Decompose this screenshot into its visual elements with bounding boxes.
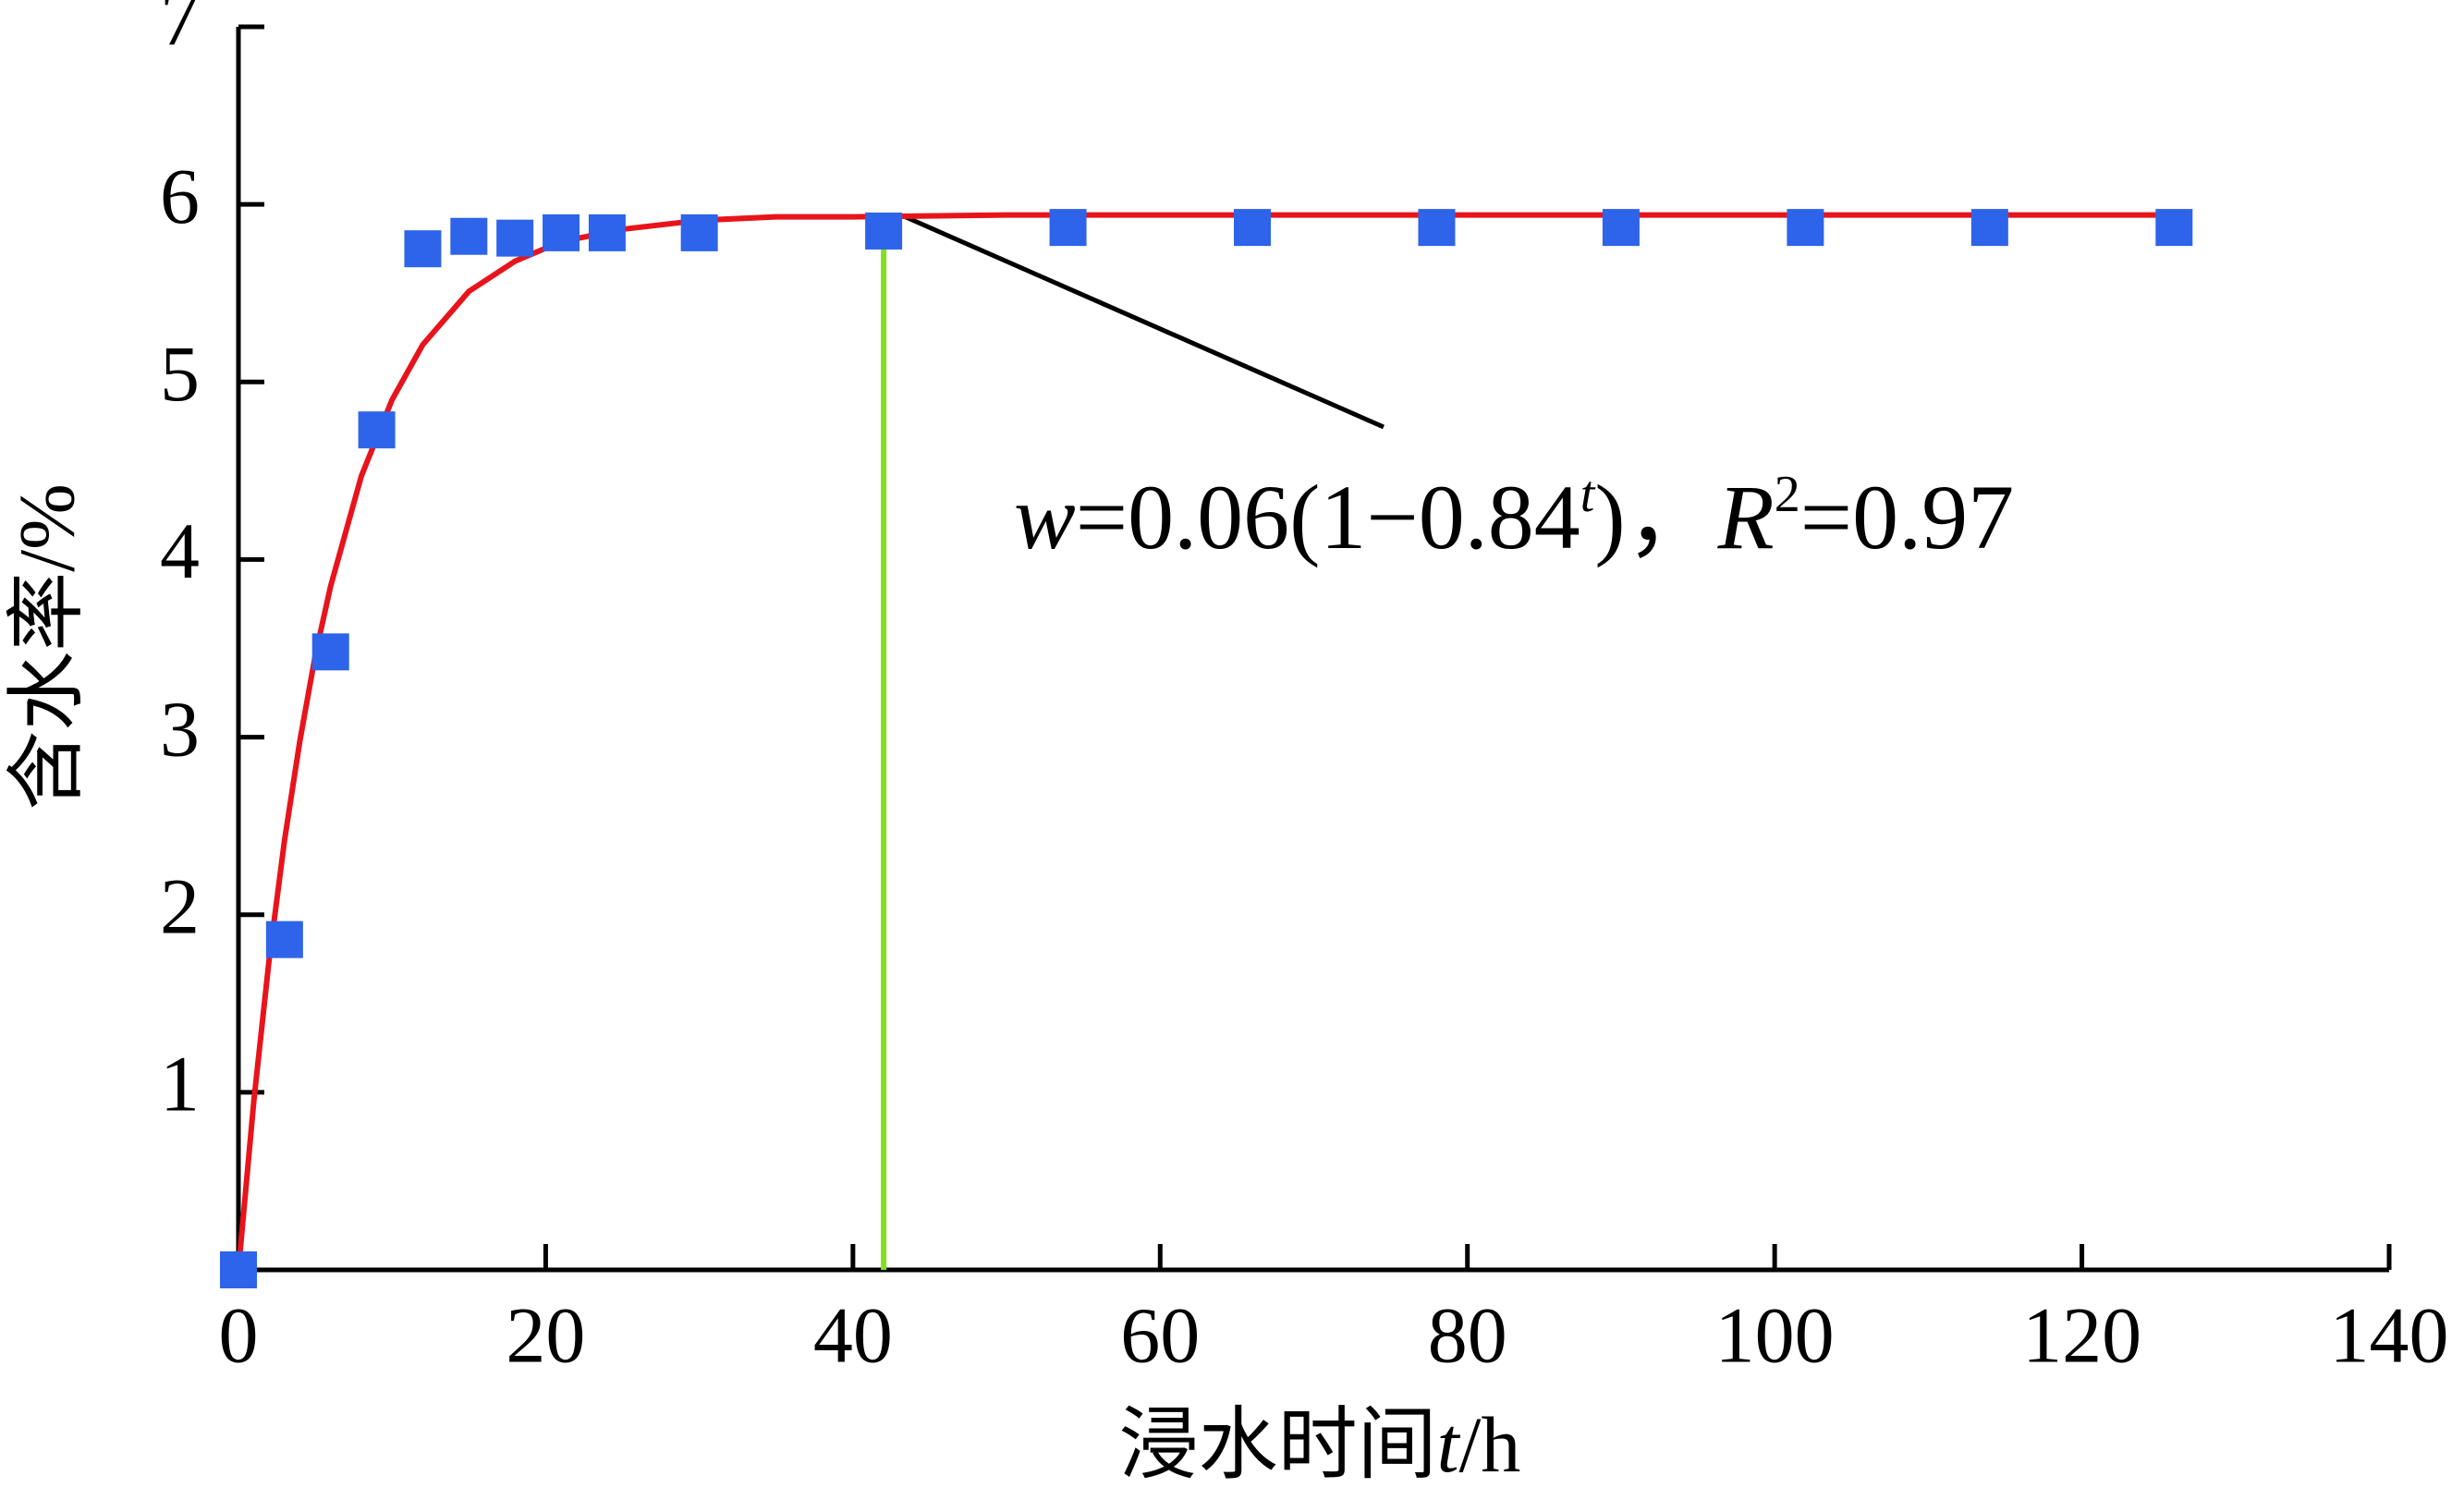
data-point	[1418, 209, 1456, 247]
x-tick-label: 120	[2022, 1291, 2141, 1380]
y-tick-label: 7	[160, 0, 200, 63]
annotation-part: R	[1717, 466, 1775, 568]
annotation-part: 2	[1775, 466, 1800, 523]
x-tick-label: 20	[506, 1291, 585, 1380]
data-point	[1602, 209, 1640, 247]
annotation-part: =0.06(1−0.84	[1076, 466, 1580, 568]
annotation-part: w	[1014, 466, 1076, 568]
x-tick-label: 140	[2330, 1291, 2449, 1380]
data-point	[1234, 209, 1272, 247]
annotation-part: =0.97	[1800, 466, 2014, 568]
data-point	[588, 213, 626, 251]
x-axis-label: 浸水时间t/h	[1119, 1400, 1521, 1489]
annotation-part: )，	[1594, 466, 1717, 568]
data-point	[865, 212, 903, 250]
data-point	[1049, 209, 1087, 247]
data-point	[404, 230, 442, 268]
x-label-part: 浸水时间	[1119, 1400, 1437, 1489]
x-tick-label: 60	[1120, 1291, 1200, 1380]
data-point	[220, 1251, 257, 1288]
x-tick-label: 40	[813, 1291, 893, 1380]
data-point	[358, 411, 396, 449]
x-tick-label: 100	[1715, 1291, 1835, 1380]
x-label-part: /h	[1459, 1400, 1521, 1489]
data-point	[1787, 209, 1824, 247]
y-tick-label: 5	[160, 329, 200, 418]
x-tick-label: 0	[219, 1291, 259, 1380]
data-point	[2155, 209, 2193, 247]
y-tick-label: 3	[160, 684, 200, 773]
data-point	[496, 219, 534, 257]
data-point	[680, 213, 718, 251]
data-point	[1970, 209, 2008, 247]
fit-line	[236, 212, 2175, 1271]
data-point	[543, 213, 580, 251]
y-tick-label: 2	[160, 861, 200, 950]
annotation: w=0.06(1−0.84t)，R2=0.97	[1014, 466, 2014, 568]
annotation-pointer	[902, 213, 1385, 430]
x-label-part: t	[1437, 1400, 1461, 1489]
x-tick-label: 80	[1428, 1291, 1507, 1380]
data-point	[450, 217, 488, 255]
data-point	[311, 633, 349, 671]
y-tick-label: 6	[160, 152, 200, 240]
annotation-part: t	[1580, 466, 1596, 523]
y-axis-label: 含水率/%	[3, 483, 91, 811]
y-tick-label: 4	[160, 506, 200, 595]
data-point	[265, 921, 303, 958]
y-tick-label: 1	[160, 1040, 200, 1128]
